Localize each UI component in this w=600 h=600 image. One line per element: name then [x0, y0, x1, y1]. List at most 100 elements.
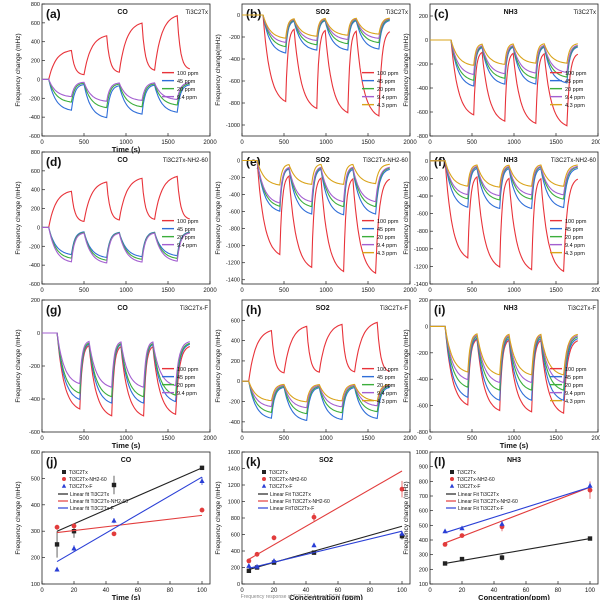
- x-tick-label: 0: [40, 140, 44, 146]
- y-tick-label: 0: [237, 13, 240, 19]
- y-axis-label: Frequency change(mHz): [215, 34, 222, 106]
- data-point-circle: [54, 524, 60, 530]
- panel-material-label: Ti3C2Tx-NH2-60: [363, 158, 409, 164]
- y-tick-label: 600: [31, 21, 40, 27]
- legend-label: 4.3 ppm: [565, 399, 585, 405]
- panel-material-label: Ti3C2Tx-F: [180, 306, 208, 312]
- y-tick-label: -200: [29, 96, 40, 102]
- series-line-9.4-ppm: [242, 159, 390, 204]
- panel-1: 0 500 1000 1500 2000 -1000 -800 -600 -400 -200 0 Fr…: [215, 3, 417, 146]
- panel-gas-label: CO: [117, 157, 128, 164]
- data-point-triangle: [71, 545, 77, 551]
- x-tick-label: 100: [585, 588, 596, 594]
- x-axis-label: Time (s): [112, 441, 141, 450]
- panel-gas-label: SO2: [319, 457, 333, 464]
- y-tick-label: 0: [425, 159, 428, 165]
- data-point-square: [54, 542, 60, 547]
- legend-label: Linear Fit Ti3C2Tx-F: [458, 506, 504, 512]
- data-point-triangle: [459, 525, 465, 531]
- panel-gas-label: CO: [117, 9, 128, 16]
- panel-label: (b): [246, 7, 261, 21]
- x-tick-label: 1000: [119, 140, 133, 146]
- x-tick-label: 80: [367, 588, 374, 594]
- x-tick-label: 500: [467, 436, 478, 442]
- y-tick-label: 100: [419, 582, 428, 588]
- y-axis-label: Frequency change (mHz): [403, 329, 410, 402]
- series-line-4.3-ppm: [242, 159, 390, 186]
- legend-label: 9.4 ppm: [565, 95, 585, 101]
- y-tick-label: 0: [237, 582, 240, 588]
- x-tick-label: 1000: [507, 436, 521, 442]
- data-point-triangle: [587, 482, 593, 488]
- y-axis-label: Frequency change (mHz): [403, 481, 410, 554]
- legend-label: 9.4 ppm: [377, 243, 397, 249]
- panel-label: (j): [46, 455, 57, 469]
- data-point-square: [199, 465, 205, 471]
- legend-label: 45 ppm: [377, 375, 396, 381]
- y-tick-label: 400: [31, 503, 40, 509]
- y-tick-label: 500: [31, 476, 40, 482]
- data-point-circle: [587, 487, 593, 493]
- x-axis-label: Concentration(ppm): [478, 593, 550, 600]
- panel-material-label: Ti3C2Tx-NH2-60: [551, 158, 597, 164]
- legend-label: 100 ppm: [565, 219, 587, 225]
- legend-label: 4.3 ppm: [377, 103, 397, 109]
- panel-8: 0500100015002000-800-600-400-2000200Time…: [403, 298, 600, 450]
- y-tick-label: 900: [419, 465, 428, 471]
- data-point-circle: [199, 507, 205, 513]
- fit-line-Ti3C2Tx: [444, 537, 591, 565]
- y-tick-label: 0: [37, 331, 40, 337]
- panel-material-label: Ti3C2Tx: [186, 10, 208, 16]
- legend-label: 4.3 ppm: [377, 251, 397, 257]
- x-tick-label: 80: [555, 588, 562, 594]
- y-tick-label: 0: [37, 77, 40, 83]
- y-axis-label: Frequency change (mHz): [15, 181, 22, 254]
- panel-gas-label: NH3: [504, 305, 518, 312]
- series-line-9.4-ppm: [242, 14, 390, 44]
- data-point-triangle: [311, 542, 317, 548]
- data-point-square: [587, 536, 593, 541]
- y-tick-label: -800: [229, 227, 240, 233]
- series-line-20-ppm: [42, 78, 190, 109]
- panel-0: 0 500 1000 1500 2000 -600 -400 -200 0 200 400 600 80…: [15, 2, 217, 154]
- data-point-triangle: [111, 517, 117, 523]
- legend-label: 4.3 ppm: [377, 399, 397, 405]
- legend-label: 45 ppm: [377, 227, 396, 233]
- y-tick-label: 200: [31, 59, 40, 65]
- y-tick-label: -400: [417, 86, 428, 92]
- y-tick-label: -1400: [226, 278, 240, 284]
- data-point-triangle: [499, 521, 505, 526]
- panel-label: (d): [46, 155, 61, 169]
- y-axis-label: Frequency change (mHz): [15, 33, 22, 106]
- data-point-square: [246, 568, 252, 573]
- y-tick-label: 600: [31, 450, 40, 456]
- y-tick-label: -600: [417, 212, 428, 218]
- y-tick-label: 700: [419, 494, 428, 500]
- x-tick-label: 1000: [319, 140, 333, 146]
- y-tick-label: -200: [29, 244, 40, 250]
- series-line-4.3-ppm: [242, 380, 390, 403]
- y-tick-label: -1200: [414, 264, 428, 270]
- fit-line-Ti3C2Tx-F: [56, 476, 203, 563]
- x-tick-label: 1500: [549, 140, 563, 146]
- y-tick-label: 0: [425, 324, 428, 330]
- legend-label: Ti3C2Tx: [457, 470, 476, 476]
- y-tick-label: 200: [31, 556, 40, 562]
- panel-11: 0 20 40 60 80 100 100 200 300 400 500 600 700 800 900 1…: [403, 450, 599, 600]
- legend-label: 100 ppm: [565, 367, 587, 373]
- series-line-4.3-ppm: [430, 39, 578, 66]
- data-point-circle: [71, 523, 77, 529]
- y-tick-label: 500: [419, 523, 428, 529]
- y-tick-label: -600: [417, 110, 428, 116]
- x-tick-label: 500: [279, 140, 290, 146]
- x-tick-label: 40: [103, 588, 110, 594]
- y-tick-label: 400: [419, 538, 428, 544]
- y-tick-label: 100: [31, 582, 40, 588]
- panel-gas-label: NH3: [504, 157, 518, 164]
- y-tick-label: -800: [417, 134, 428, 140]
- series-line-45-ppm: [42, 226, 190, 259]
- series-line-100-ppm: [242, 159, 391, 275]
- data-point-triangle: [254, 563, 260, 569]
- panel-material-label: Ti3C2Tx-NH2-60: [163, 158, 209, 164]
- y-tick-label: 200: [419, 14, 428, 20]
